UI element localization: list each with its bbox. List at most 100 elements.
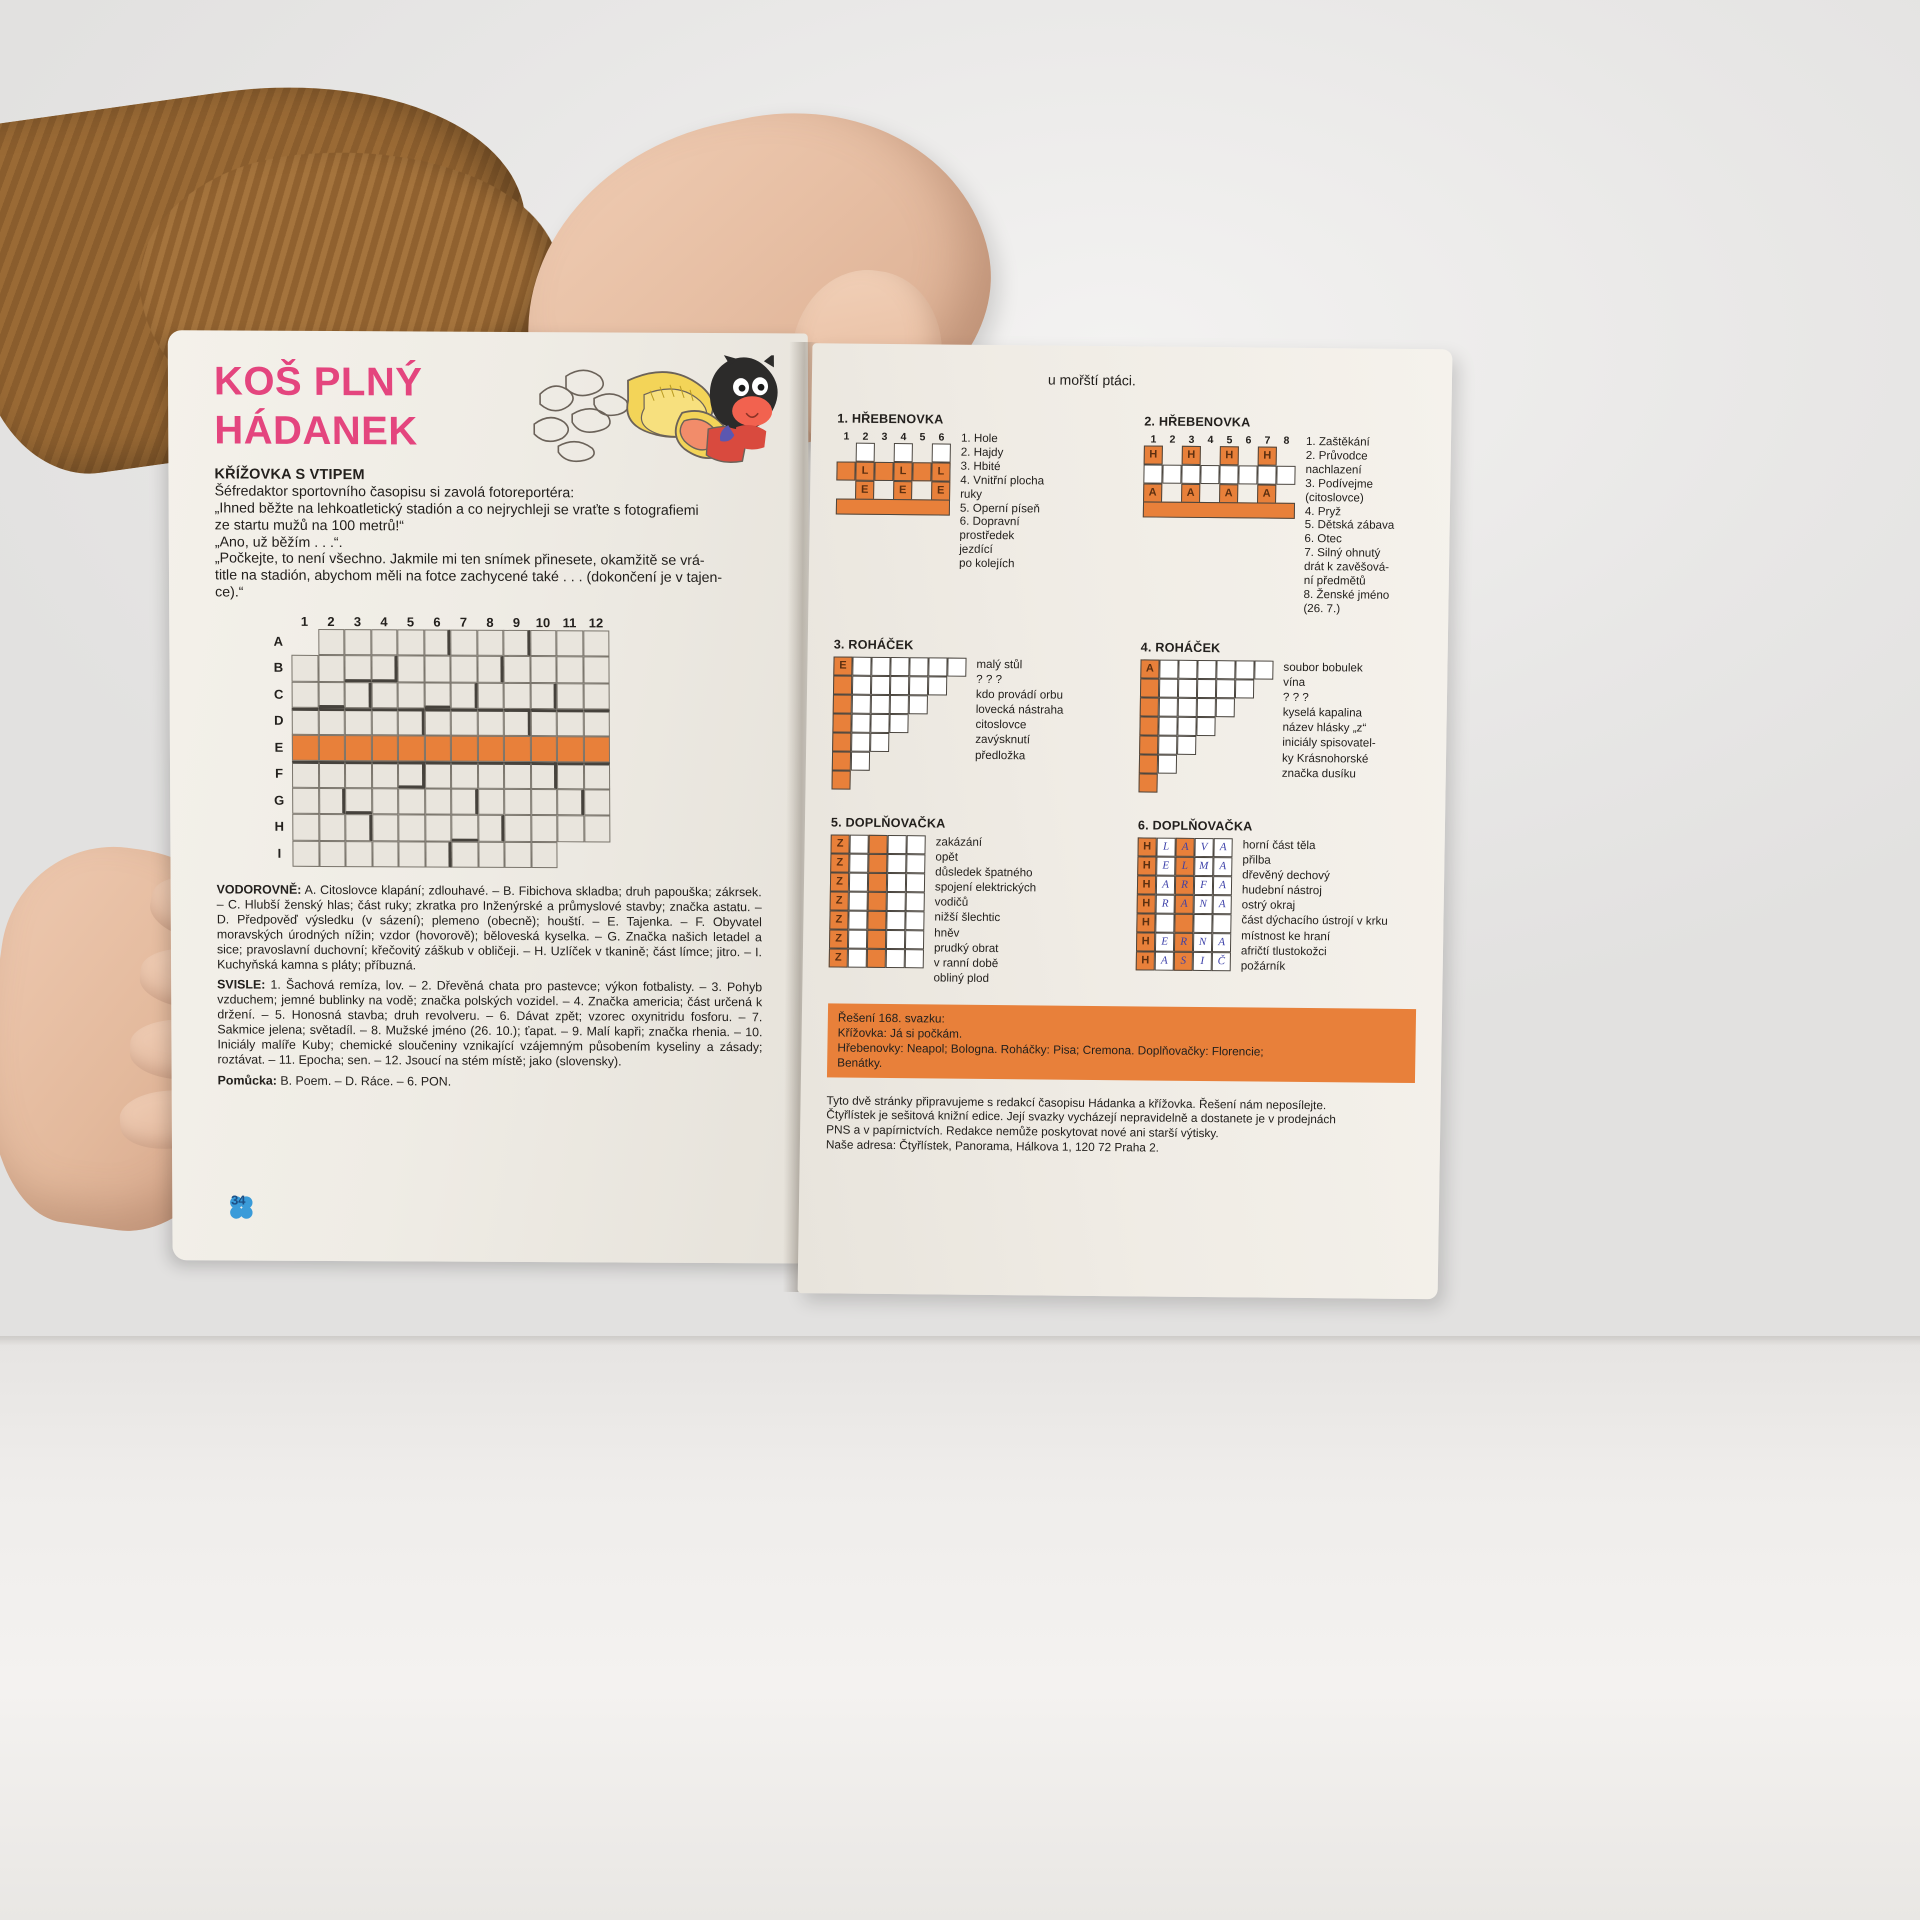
puzzle-cell[interactable] bbox=[866, 948, 886, 968]
crossword-cell[interactable] bbox=[556, 735, 584, 763]
puzzle-cell[interactable] bbox=[886, 910, 906, 930]
puzzle-cell[interactable] bbox=[1177, 678, 1198, 698]
puzzle-cell[interactable]: E bbox=[893, 481, 913, 501]
puzzle-cell[interactable]: L bbox=[855, 461, 875, 481]
puzzle-cell[interactable]: A bbox=[1257, 484, 1277, 504]
crossword-cell[interactable] bbox=[318, 708, 345, 735]
crossword-cell[interactable] bbox=[529, 629, 557, 657]
puzzle-cell[interactable]: A bbox=[1213, 837, 1233, 858]
puzzle-cell[interactable] bbox=[1216, 659, 1236, 680]
crossword-cell[interactable] bbox=[371, 840, 399, 868]
puzzle-cell[interactable] bbox=[832, 713, 852, 733]
crossword-cell[interactable] bbox=[371, 761, 399, 788]
crossword-cell[interactable] bbox=[476, 655, 504, 683]
crossword-cell[interactable] bbox=[450, 761, 478, 789]
puzzle-cell[interactable] bbox=[885, 948, 905, 968]
crossword-cell[interactable] bbox=[450, 735, 478, 762]
crossword-cell[interactable] bbox=[344, 655, 372, 682]
crossword-cell[interactable] bbox=[291, 654, 319, 682]
crossword-cell[interactable] bbox=[530, 709, 557, 736]
puzzle-cell[interactable]: Č bbox=[1211, 951, 1231, 972]
puzzle-cell[interactable]: A bbox=[1143, 483, 1163, 503]
crossword-cell[interactable] bbox=[450, 708, 478, 736]
crossword-cell[interactable] bbox=[397, 734, 425, 762]
puzzle-cell[interactable]: Z bbox=[828, 929, 849, 949]
crossword-cell[interactable] bbox=[451, 788, 478, 815]
puzzle-cell[interactable]: Z bbox=[830, 853, 850, 873]
puzzle-cell[interactable]: A bbox=[1212, 875, 1233, 896]
puzzle-cell[interactable] bbox=[906, 853, 926, 874]
crossword-cell[interactable] bbox=[397, 708, 425, 736]
puzzle-cell[interactable] bbox=[1139, 735, 1159, 755]
puzzle-cell[interactable] bbox=[1158, 678, 1179, 698]
puzzle-cell[interactable] bbox=[871, 656, 891, 676]
puzzle-cell[interactable] bbox=[1155, 913, 1175, 933]
puzzle-cell[interactable] bbox=[1212, 913, 1232, 934]
crossword-cell[interactable] bbox=[503, 735, 531, 763]
crossword-cell[interactable] bbox=[370, 628, 398, 656]
puzzle-cell[interactable] bbox=[1257, 465, 1277, 485]
crossword-cell[interactable] bbox=[291, 628, 318, 655]
puzzle-cell[interactable]: R bbox=[1155, 894, 1175, 914]
crossword-cell[interactable] bbox=[424, 735, 451, 762]
puzzle-cell[interactable] bbox=[1139, 678, 1160, 698]
crossword-cell[interactable] bbox=[477, 841, 505, 869]
puzzle-cell[interactable]: H bbox=[1143, 445, 1163, 465]
puzzle-cell[interactable]: H bbox=[1219, 446, 1239, 466]
puzzle-cell[interactable]: H bbox=[1257, 446, 1277, 466]
puzzle-cell[interactable] bbox=[1235, 660, 1255, 680]
puzzle-cell[interactable]: H bbox=[1137, 856, 1157, 876]
crossword-cell[interactable] bbox=[450, 655, 478, 683]
crossword-cell[interactable] bbox=[530, 841, 558, 869]
puzzle-cell[interactable] bbox=[851, 675, 872, 695]
puzzle-cell[interactable] bbox=[890, 656, 910, 676]
puzzle-cell[interactable] bbox=[848, 891, 868, 911]
crossword-cell[interactable] bbox=[529, 656, 557, 683]
puzzle-cell[interactable] bbox=[850, 751, 871, 771]
crossword-cell[interactable] bbox=[504, 815, 531, 842]
crossword-cell[interactable] bbox=[317, 655, 345, 682]
puzzle-cell[interactable] bbox=[1138, 773, 1158, 793]
crossword-cell[interactable] bbox=[292, 787, 319, 815]
crossword-cell[interactable] bbox=[582, 629, 610, 657]
crossword-cell[interactable] bbox=[504, 788, 531, 816]
crossword-cell[interactable] bbox=[583, 682, 610, 710]
crossword-cell[interactable] bbox=[477, 708, 504, 736]
puzzle-cell[interactable] bbox=[1178, 659, 1198, 679]
crossword-cell[interactable] bbox=[530, 815, 558, 842]
crossword-cell[interactable] bbox=[557, 842, 584, 869]
puzzle-cell[interactable] bbox=[870, 713, 890, 733]
puzzle-cell[interactable]: I bbox=[1192, 951, 1212, 971]
crossword-cell[interactable] bbox=[556, 656, 584, 683]
puzzle-cell[interactable] bbox=[855, 442, 875, 462]
puzzle-cell[interactable] bbox=[889, 675, 910, 695]
puzzle-cell[interactable]: A bbox=[1213, 856, 1233, 877]
puzzle-cell[interactable]: E bbox=[855, 480, 875, 500]
puzzle-cell[interactable] bbox=[889, 713, 909, 733]
puzzle-cell[interactable] bbox=[847, 948, 867, 968]
puzzle-cell[interactable] bbox=[832, 675, 853, 695]
puzzle-cell[interactable] bbox=[848, 910, 868, 930]
puzzle-cell[interactable] bbox=[1157, 754, 1178, 774]
crossword-cell[interactable] bbox=[398, 814, 425, 842]
crossword-cell[interactable] bbox=[583, 815, 611, 843]
crossword-cell[interactable] bbox=[292, 840, 320, 868]
puzzle-cell[interactable] bbox=[905, 872, 926, 893]
puzzle-cell[interactable]: M bbox=[1194, 856, 1214, 876]
crossword-cell[interactable] bbox=[477, 814, 505, 842]
puzzle-cell[interactable] bbox=[1174, 913, 1194, 933]
crossword-cell[interactable] bbox=[344, 628, 371, 656]
puzzle-cell[interactable] bbox=[886, 891, 906, 911]
puzzle-cell[interactable]: A bbox=[1211, 932, 1232, 953]
puzzle-cell[interactable] bbox=[1215, 697, 1235, 718]
puzzle-cell[interactable] bbox=[874, 461, 894, 482]
puzzle-cell[interactable] bbox=[868, 834, 888, 854]
puzzle-3-grid[interactable]: E bbox=[831, 656, 967, 790]
crossword-cell[interactable] bbox=[423, 655, 451, 683]
puzzle-cell[interactable] bbox=[847, 929, 868, 949]
crossword-cell[interactable] bbox=[344, 681, 372, 709]
puzzle-cell[interactable] bbox=[1139, 716, 1159, 736]
